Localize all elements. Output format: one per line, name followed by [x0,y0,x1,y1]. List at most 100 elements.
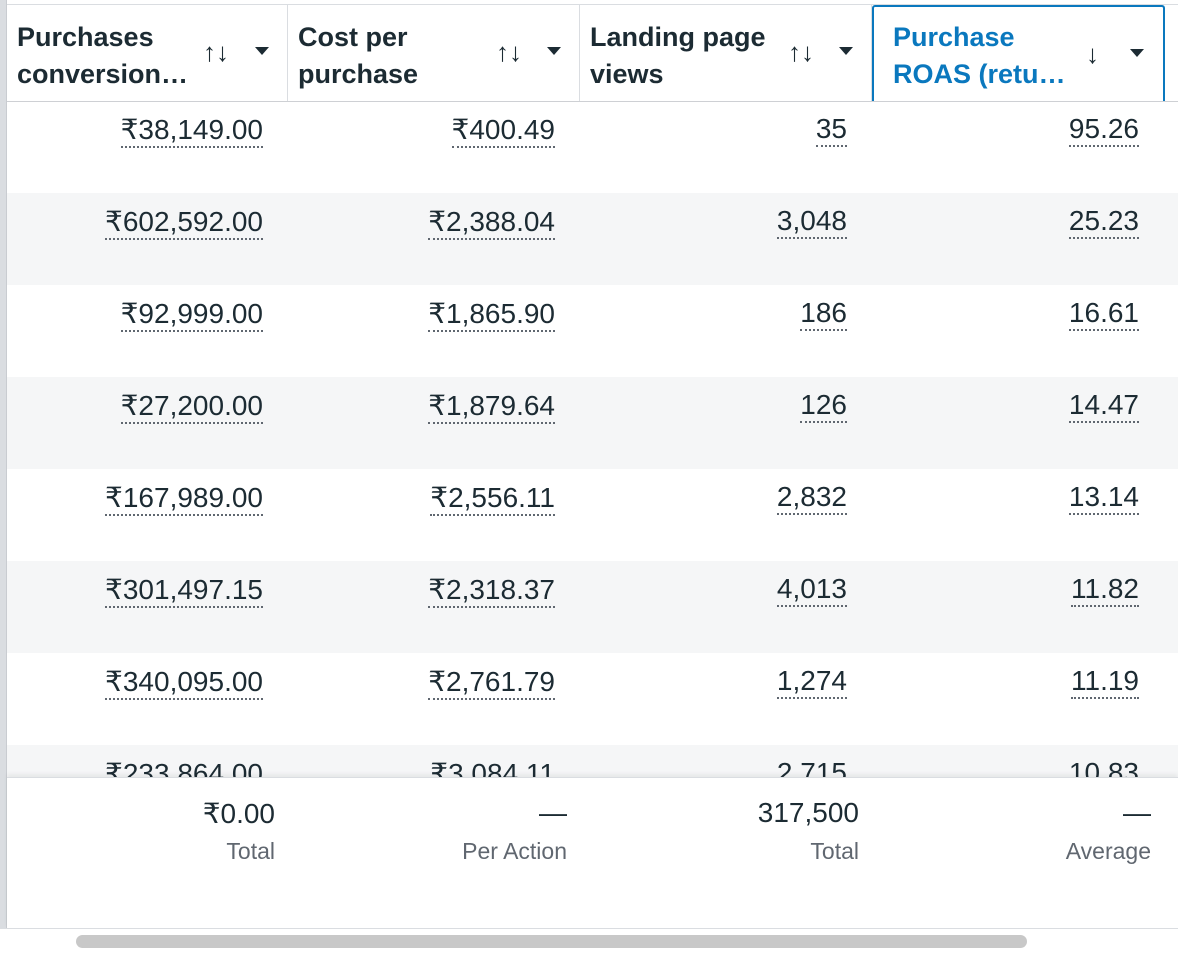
table-cell[interactable]: ₹602,592.00 [105,205,263,240]
table-cell[interactable]: 10.83 [1068,757,1139,777]
cell-value[interactable]: ₹340,095.00 [105,666,263,700]
table-cell[interactable]: ₹2,318.37 [428,573,555,608]
cell-value[interactable]: ₹301,497.15 [105,574,263,608]
table-cell[interactable]: ₹1,865.90 [428,297,555,332]
cell-value[interactable]: ₹233,864.00 [105,758,263,777]
table-cell[interactable]: 4,013 [776,573,847,607]
cell-value[interactable]: ₹2,318.37 [428,574,555,608]
table-cell[interactable]: 186 [800,297,847,331]
column-header-landing-page-views[interactable]: Landing page views ↑↓ [580,5,872,101]
table-row[interactable]: ₹27,200.00 ₹1,879.64 126 14.47 [7,377,1178,469]
table-cell[interactable]: ₹1,879.64 [428,389,555,424]
cell-value[interactable]: 11.19 [1071,665,1139,699]
summary-label: Average [1065,838,1151,864]
cell-value[interactable]: ₹2,388.04 [428,206,555,240]
horizontal-scrollbar-thumb[interactable] [76,935,1027,948]
cell-value[interactable]: 35 [815,113,847,147]
sort-icon[interactable]: ↑↓ [203,37,229,67]
table-row[interactable]: ₹602,592.00 ₹2,388.04 3,048 25.23 [7,193,1178,285]
table-cell[interactable]: 1,274 [776,665,847,699]
table-cell[interactable]: 11.82 [1071,573,1139,607]
table-cell[interactable]: ₹400.49 [451,113,555,148]
summary-label: Total [810,838,859,864]
chevron-down-icon[interactable] [839,47,853,55]
table-cell[interactable]: 25.23 [1068,205,1139,239]
table-summary-row: ₹0.00 Total — Per Action 317,500 Total —… [7,777,1178,929]
table-cell[interactable]: 14.47 [1068,389,1139,423]
table-header: Purchases conversion… ↑↓ Cost per purcha… [7,4,1178,102]
cell-value[interactable]: 11.82 [1071,573,1139,607]
cell-value[interactable]: 16.61 [1068,297,1139,331]
cell-value[interactable]: ₹2,556.11 [430,482,555,516]
cell-value[interactable]: 25.23 [1068,205,1139,239]
cell-value[interactable]: ₹27,200.00 [120,390,263,424]
cell-value[interactable]: ₹602,592.00 [105,206,263,240]
cell-value[interactable]: 13.14 [1068,481,1139,515]
table-row[interactable]: ₹38,149.00 ₹400.49 35 95.26 [7,101,1178,193]
table-cell[interactable]: ₹38,149.00 [120,113,263,148]
cell-value[interactable]: ₹2,761.79 [428,666,555,700]
table-row[interactable]: ₹340,095.00 ₹2,761.79 1,274 11.19 [7,653,1178,745]
cell-value[interactable]: 95.26 [1068,113,1139,147]
table-row[interactable]: ₹301,497.15 ₹2,318.37 4,013 11.82 [7,561,1178,653]
table-cell[interactable]: 95.26 [1068,113,1139,147]
table-cell[interactable]: ₹301,497.15 [105,573,263,608]
cell-value[interactable]: ₹400.49 [451,114,555,148]
sort-icon[interactable]: ↑↓ [788,37,814,67]
table-cell[interactable]: 11.19 [1071,665,1139,699]
table-row[interactable]: ₹92,999.00 ₹1,865.90 186 16.61 [7,285,1178,377]
cell-value[interactable]: ₹1,865.90 [428,298,555,332]
summary-label: Total [226,838,275,864]
table-cell[interactable]: 3,048 [776,205,847,239]
cell-value[interactable]: ₹3,084.11 [430,758,555,777]
table-cell[interactable]: ₹2,556.11 [430,481,555,516]
cell-value[interactable]: 1,274 [776,665,847,699]
summary-value: — [539,797,567,828]
table-cell[interactable]: ₹27,200.00 [120,389,263,424]
summary-value: — [1123,797,1151,828]
summary-label: Per Action [462,838,567,864]
summary-value: 317,500 [757,797,859,828]
table-cell[interactable]: 35 [815,113,847,147]
table-cell[interactable]: 16.61 [1068,297,1139,331]
cell-value[interactable]: 126 [800,389,847,423]
table-row[interactable]: ₹233,864.00 ₹3,084.11 2,715 10.83 [7,745,1178,777]
cell-value[interactable]: 186 [800,297,847,331]
cell-value[interactable]: 3,048 [776,205,847,239]
column-header-purchase-roas[interactable]: Purchase ROAS (retu… ↓ [872,5,1165,101]
cell-value[interactable]: ₹1,879.64 [428,390,555,424]
table-cell[interactable]: ₹92,999.00 [120,297,263,332]
table-row[interactable]: ₹167,989.00 ₹2,556.11 2,832 13.14 [7,469,1178,561]
table-cell[interactable]: 13.14 [1068,481,1139,515]
table-body: ₹38,149.00 ₹400.49 35 95.26 ₹602,592.00 ₹2,38… [7,101,1178,777]
chevron-down-icon[interactable] [1130,49,1144,57]
column-header-purchases-conversion[interactable]: Purchases conversion… ↑↓ [7,5,288,101]
cell-value[interactable]: ₹38,149.00 [120,114,263,148]
table-cell[interactable]: ₹233,864.00 [105,757,263,777]
column-header-label: Purchase ROAS (retu… [893,22,1066,89]
table-cell[interactable]: ₹167,989.00 [105,481,263,516]
cell-value[interactable]: 2,832 [776,481,847,515]
cell-value[interactable]: ₹167,989.00 [105,482,263,516]
table-cell[interactable]: 126 [800,389,847,423]
column-header-label: Cost per purchase [298,22,419,89]
sort-icon[interactable]: ↑↓ [496,37,522,67]
chevron-down-icon[interactable] [255,47,269,55]
table-left-edge [0,0,7,928]
chevron-down-icon[interactable] [547,47,561,55]
divider [0,928,1178,929]
table-cell[interactable]: ₹3,084.11 [430,757,555,777]
column-header-cost-per-purchase[interactable]: Cost per purchase ↑↓ [288,5,580,101]
cell-value[interactable]: ₹92,999.00 [120,298,263,332]
cell-value[interactable]: 10.83 [1068,757,1139,777]
table-cell[interactable]: ₹2,761.79 [428,665,555,700]
table-cell[interactable]: ₹2,388.04 [428,205,555,240]
table-cell[interactable]: 2,715 [776,757,847,777]
cell-value[interactable]: 2,715 [776,757,847,777]
sort-descending-icon[interactable]: ↓ [1086,39,1099,69]
cell-value[interactable]: 14.47 [1068,389,1139,423]
table-cell[interactable]: 2,832 [776,481,847,515]
table-cell[interactable]: ₹340,095.00 [105,665,263,700]
column-header-label: Purchases conversion… [17,22,189,89]
cell-value[interactable]: 4,013 [776,573,847,607]
